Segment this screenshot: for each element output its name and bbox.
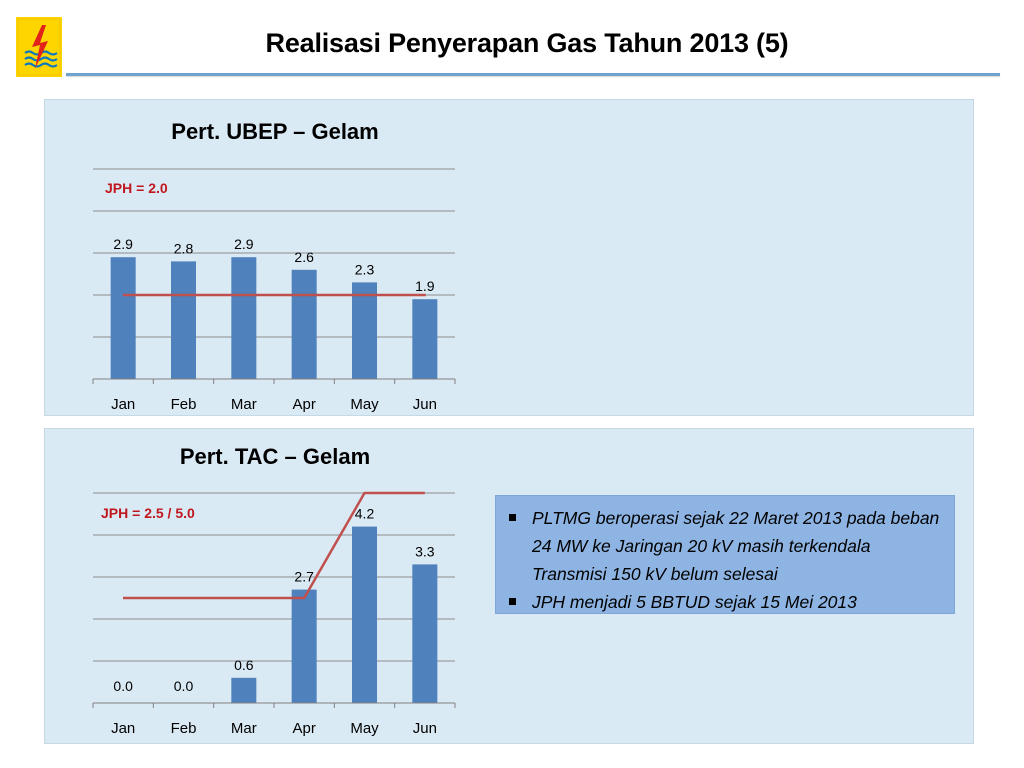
bar-apr (291, 269, 317, 379)
bar-jan (110, 257, 136, 379)
bar-feb (171, 261, 196, 379)
data-label-jun: 1.9 (415, 278, 435, 294)
data-label-may: 4.2 (355, 506, 375, 522)
bar-may (352, 282, 377, 379)
x-tick-label-may: May (350, 720, 379, 737)
page-title: Realisasi Penyerapan Gas Tahun 2013 (5) (265, 28, 789, 58)
data-label-feb: 2.8 (174, 240, 194, 256)
x-tick-label-feb: Feb (171, 396, 197, 413)
data-label-jan: 2.9 (113, 236, 133, 252)
bar-chart-tac: 0.0 0.0 0.6 2.7 4.2 3.3 Jan Feb Mar Apr May Jun (92, 491, 456, 737)
x-tick-label-may: May (350, 396, 379, 413)
pln-lightning-logo-icon (16, 17, 62, 77)
note-item: PLTMG beroperasi sejak 22 Maret 2013 pad… (508, 504, 944, 588)
bullet-square-icon (509, 514, 516, 521)
data-label-mar: 2.9 (234, 236, 254, 252)
bar-jun (412, 299, 438, 379)
jph-reference-line (121, 491, 425, 600)
bar-mar (231, 677, 257, 703)
chart-title-tac: Pert. TAC – Gelam (179, 444, 371, 469)
x-tick-label-jun: Jun (413, 396, 437, 413)
bar-chart-ubep: 2.9 2.8 2.9 2.6 2.3 1.9 Jan Feb Mar Apr May Jun (92, 168, 456, 413)
bar-may (352, 526, 377, 703)
data-label-apr: 2.7 (294, 569, 314, 585)
note-item-text: JPH menjadi 5 BBTUD sejak 15 Mei 2013 (532, 592, 857, 612)
chart-panel-ubep: Pert. UBEP – Gelam JPH = 2.0 2.9 2.8 2.9 2.… (44, 99, 974, 416)
jph-label-tac: JPH = 2.5 / 5.0 (101, 505, 195, 521)
data-label-apr: 2.6 (294, 249, 314, 265)
note-item: JPH menjadi 5 BBTUD sejak 15 Mei 2013 (508, 588, 944, 616)
info-note-box: PLTMG beroperasi sejak 22 Maret 2013 pad… (495, 495, 955, 614)
x-tick-label-apr: Apr (292, 720, 315, 737)
data-label-feb: 0.0 (174, 678, 194, 694)
bar-jun (412, 564, 438, 703)
note-item-text: PLTMG beroperasi sejak 22 Maret 2013 pad… (532, 508, 940, 584)
title-divider (66, 73, 1000, 76)
data-label-jun: 3.3 (415, 543, 435, 559)
data-label-mar: 0.6 (234, 657, 254, 673)
bullet-square-icon (509, 598, 516, 605)
data-label-may: 2.3 (355, 261, 375, 277)
chart-title-ubep: Pert. UBEP – Gelam (171, 119, 379, 144)
x-tick-label-jan: Jan (111, 396, 135, 413)
jph-label-ubep: JPH = 2.0 (105, 180, 168, 196)
x-tick-label-jun: Jun (413, 720, 437, 737)
x-tick-label-mar: Mar (231, 396, 257, 413)
bar-mar (231, 257, 257, 379)
x-tick-label-feb: Feb (171, 720, 197, 737)
data-label-jan: 0.0 (113, 678, 133, 694)
x-tick-label-apr: Apr (292, 396, 315, 413)
bar-apr (291, 589, 317, 703)
x-tick-label-mar: Mar (231, 720, 257, 737)
x-tick-label-jan: Jan (111, 720, 135, 737)
